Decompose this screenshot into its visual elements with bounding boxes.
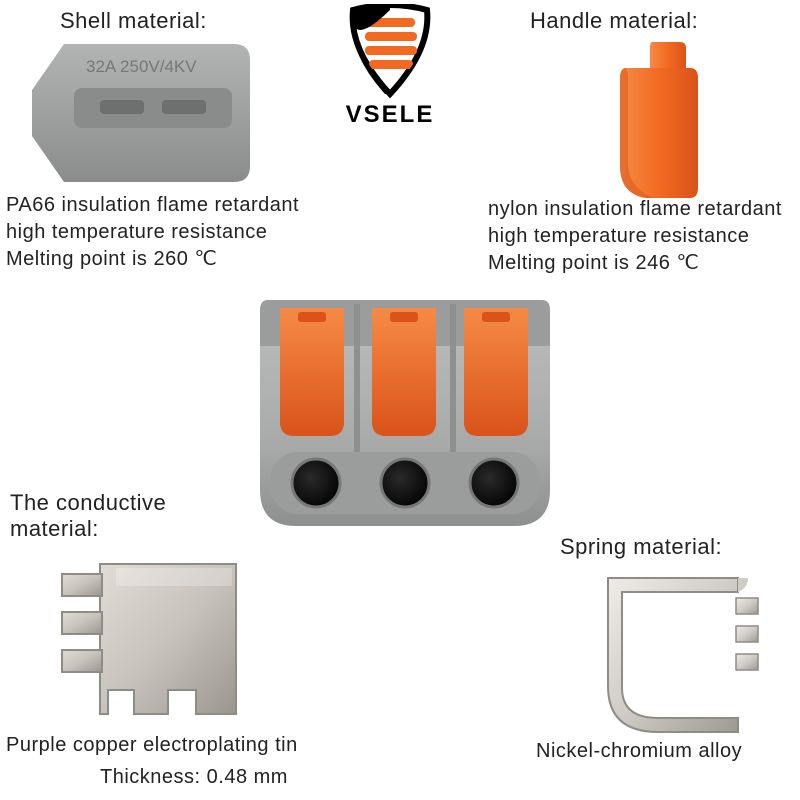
brand-name: VSELE [335,101,445,129]
handle-title: Handle material: [530,8,698,34]
spring-body: Nickel-chromium alloy [536,738,796,765]
handle-illustration [590,38,720,203]
handle-body: nylon insulation flame retardant high te… [488,196,798,277]
shell-body: PA66 insulation flame retardant high tem… [6,192,336,273]
shell-title: Shell material: [60,8,207,34]
shell-marking-text: 32A 250V/4KV [86,57,197,76]
connector-illustration [250,290,560,540]
conductive-illustration [56,556,246,726]
conductive-body-1: Purple copper electroplating tin [6,732,406,759]
shell-illustration: 32A 250V/4KV [26,38,256,188]
brand-logo: VSELE [335,4,445,129]
conductive-body-2: Thickness: 0.48 mm [100,764,400,791]
spring-title: Spring material: [560,534,722,560]
spring-illustration [588,568,768,733]
vsele-logo-icon [335,4,445,99]
conductive-title: The conductive material: [10,490,210,542]
